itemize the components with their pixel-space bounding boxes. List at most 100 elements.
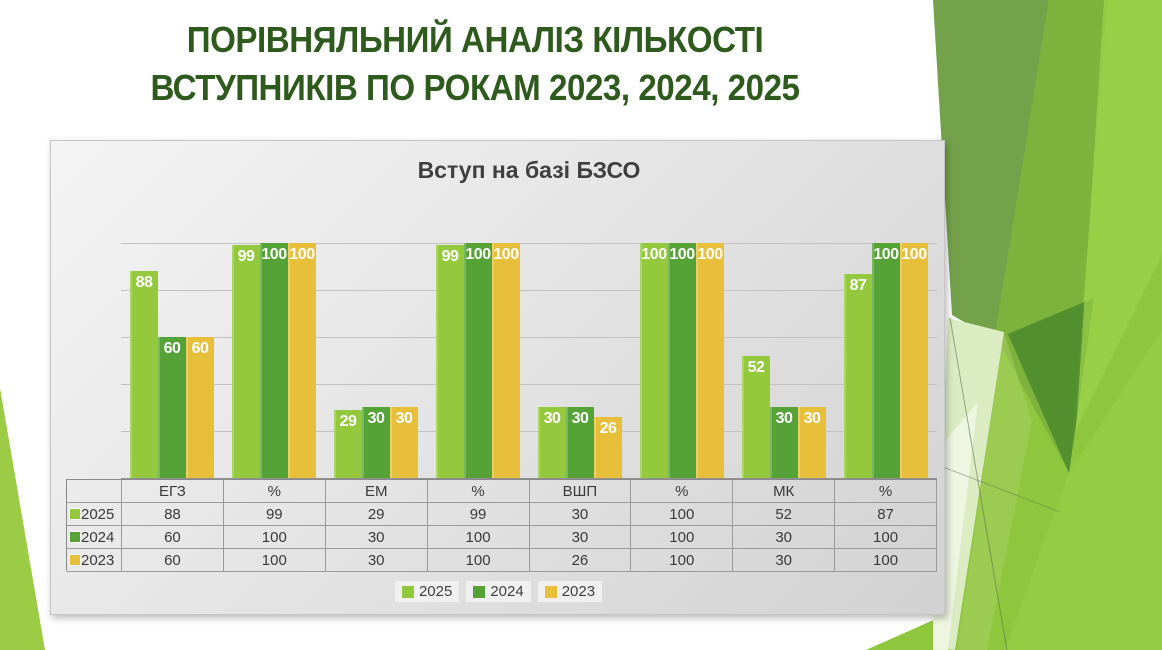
decor-thin-line-2 xyxy=(929,461,1061,513)
bar-data-label: 100 xyxy=(669,246,695,263)
table-row-label-2025: 2025 xyxy=(67,503,122,526)
table-value-2023-4: 100 xyxy=(427,549,530,572)
table-value-2023-3: 30 xyxy=(325,549,428,572)
table-value-2025-1: 88 xyxy=(122,503,224,526)
table-value-2025-6: 100 xyxy=(631,503,734,526)
bar-group-7: 52 30 30 xyxy=(733,243,835,478)
gridline-60 xyxy=(121,337,937,338)
bar-2023-ЕМ: 30 xyxy=(390,407,418,478)
table-header-5: ВШП xyxy=(529,480,632,503)
table-value-2023-1: 60 xyxy=(122,549,224,572)
series-swatch-2023 xyxy=(69,554,81,566)
bar-data-label: 30 xyxy=(395,410,413,427)
table-value-2024-5: 30 xyxy=(529,526,632,549)
series-swatch-2024 xyxy=(69,531,81,543)
table-value-2023-6: 100 xyxy=(631,549,734,572)
bar-data-label: 26 xyxy=(599,420,617,437)
bar-data-label: 100 xyxy=(641,246,667,263)
legend-item-2025: 2025 xyxy=(394,581,460,602)
bar-group-8: 87 100 100 xyxy=(835,243,937,478)
bar-data-label: 30 xyxy=(543,410,561,427)
legend-label-2023: 2023 xyxy=(561,583,596,600)
bar-group-3: 29 30 30 xyxy=(325,243,427,478)
bar-2024-%: 100 xyxy=(668,243,696,478)
bar-2024-%: 100 xyxy=(260,243,288,478)
bar-2023-%: 100 xyxy=(492,243,520,478)
decor-left-triangle xyxy=(0,388,45,650)
slide-title: ПОРІВНЯЛЬНИЙ АНАЛІЗ КІЛЬКОСТІ ВСТУПНИКІВ… xyxy=(38,16,912,111)
bar-data-label: 100 xyxy=(901,246,927,263)
table-header-3: ЕМ xyxy=(325,480,428,503)
table-value-2024-1: 60 xyxy=(122,526,224,549)
gridline-20 xyxy=(121,431,937,432)
bar-2023-%: 100 xyxy=(696,243,724,478)
legend-item-2024: 2024 xyxy=(466,581,531,602)
series-swatch-2025 xyxy=(69,508,81,520)
gridline-100 xyxy=(121,243,937,244)
chart-panel: Вступ на базі БЗСО 88 60 60 99 100 100 29 30 30 9… xyxy=(50,140,945,615)
table-header-4: % xyxy=(427,480,530,503)
bar-data-label: 29 xyxy=(339,413,357,430)
bar-data-label: 100 xyxy=(873,246,899,263)
table-value-2024-3: 30 xyxy=(325,526,428,549)
bar-data-label: 87 xyxy=(849,277,867,294)
table-row-label-2023: 2023 xyxy=(67,549,122,572)
bar-data-label: 100 xyxy=(697,246,723,263)
bar-2025-%: 100 xyxy=(640,243,668,478)
legend-label-2025: 2025 xyxy=(418,583,453,600)
table-header-2: % xyxy=(223,480,326,503)
series-name-label: 2024 xyxy=(81,528,115,546)
decor-dark-diamond xyxy=(1008,298,1094,473)
bar-2023-ЕГЗ: 60 xyxy=(186,337,214,478)
decor-light-topright xyxy=(1076,0,1162,430)
bar-2023-МК: 30 xyxy=(798,407,826,478)
legend-swatch-2023 xyxy=(544,585,557,598)
bar-2024-ВШП: 30 xyxy=(566,407,594,478)
chart-title: Вступ на базі БЗСО xyxy=(417,157,641,183)
bar-data-label: 30 xyxy=(367,410,385,427)
table-row-label-2024: 2024 xyxy=(67,526,122,549)
bar-data-label: 100 xyxy=(493,246,519,263)
bar-data-label: 100 xyxy=(465,246,491,263)
table-header-8: % xyxy=(835,480,937,503)
table-value-2025-8: 87 xyxy=(835,503,937,526)
table-value-2024-4: 100 xyxy=(427,526,530,549)
bar-data-label: 30 xyxy=(775,410,793,427)
table-value-2024-8: 100 xyxy=(835,526,937,549)
table-header-6: % xyxy=(631,480,734,503)
table-value-2024-2: 100 xyxy=(223,526,326,549)
bar-2025-%: 87 xyxy=(844,274,872,478)
table-value-2023-5: 26 xyxy=(529,549,632,572)
bar-2025-МК: 52 xyxy=(742,356,770,478)
bar-2023-%: 100 xyxy=(288,243,316,478)
decor-sage-wedge xyxy=(933,0,1049,340)
table-value-2024-7: 30 xyxy=(733,526,836,549)
bar-2025-ВШП: 30 xyxy=(538,407,566,478)
table-header-7: МК xyxy=(733,480,836,503)
x-axis-line xyxy=(121,478,937,479)
gridline-80 xyxy=(121,290,937,291)
slide-title-line2: ВСТУПНИКІВ ПО РОКАМ 2023, 2024, 2025 xyxy=(150,66,800,108)
series-name-label: 2025 xyxy=(81,505,115,523)
chart-legend: 2025 2024 2023 xyxy=(51,581,946,602)
bar-data-label: 88 xyxy=(135,274,153,291)
legend-swatch-2025 xyxy=(401,585,414,598)
table-value-2023-8: 100 xyxy=(835,549,937,572)
bar-data-label: 30 xyxy=(571,410,589,427)
bar-2024-%: 100 xyxy=(872,243,900,478)
bar-2024-ЕГЗ: 60 xyxy=(158,337,186,478)
legend-item-2023: 2023 xyxy=(537,581,603,602)
legend-label-2024: 2024 xyxy=(490,583,524,600)
table-value-2025-4: 99 xyxy=(427,503,530,526)
plot-area: 88 60 60 99 100 100 29 30 30 99 100 100 30 30 26 100 100… xyxy=(121,243,937,479)
bar-data-label: 100 xyxy=(261,246,287,263)
legend-swatch-2024 xyxy=(473,585,486,598)
bar-data-label: 30 xyxy=(803,410,821,427)
bar-2024-ЕМ: 30 xyxy=(362,407,390,478)
bar-group-2: 99 100 100 xyxy=(223,243,325,478)
bar-2023-ВШП: 26 xyxy=(594,417,622,478)
bar-2025-ЕМ: 29 xyxy=(334,410,362,478)
bar-data-label: 99 xyxy=(441,248,459,265)
bar-2024-МК: 30 xyxy=(770,407,798,478)
bar-2025-%: 99 xyxy=(232,245,260,478)
